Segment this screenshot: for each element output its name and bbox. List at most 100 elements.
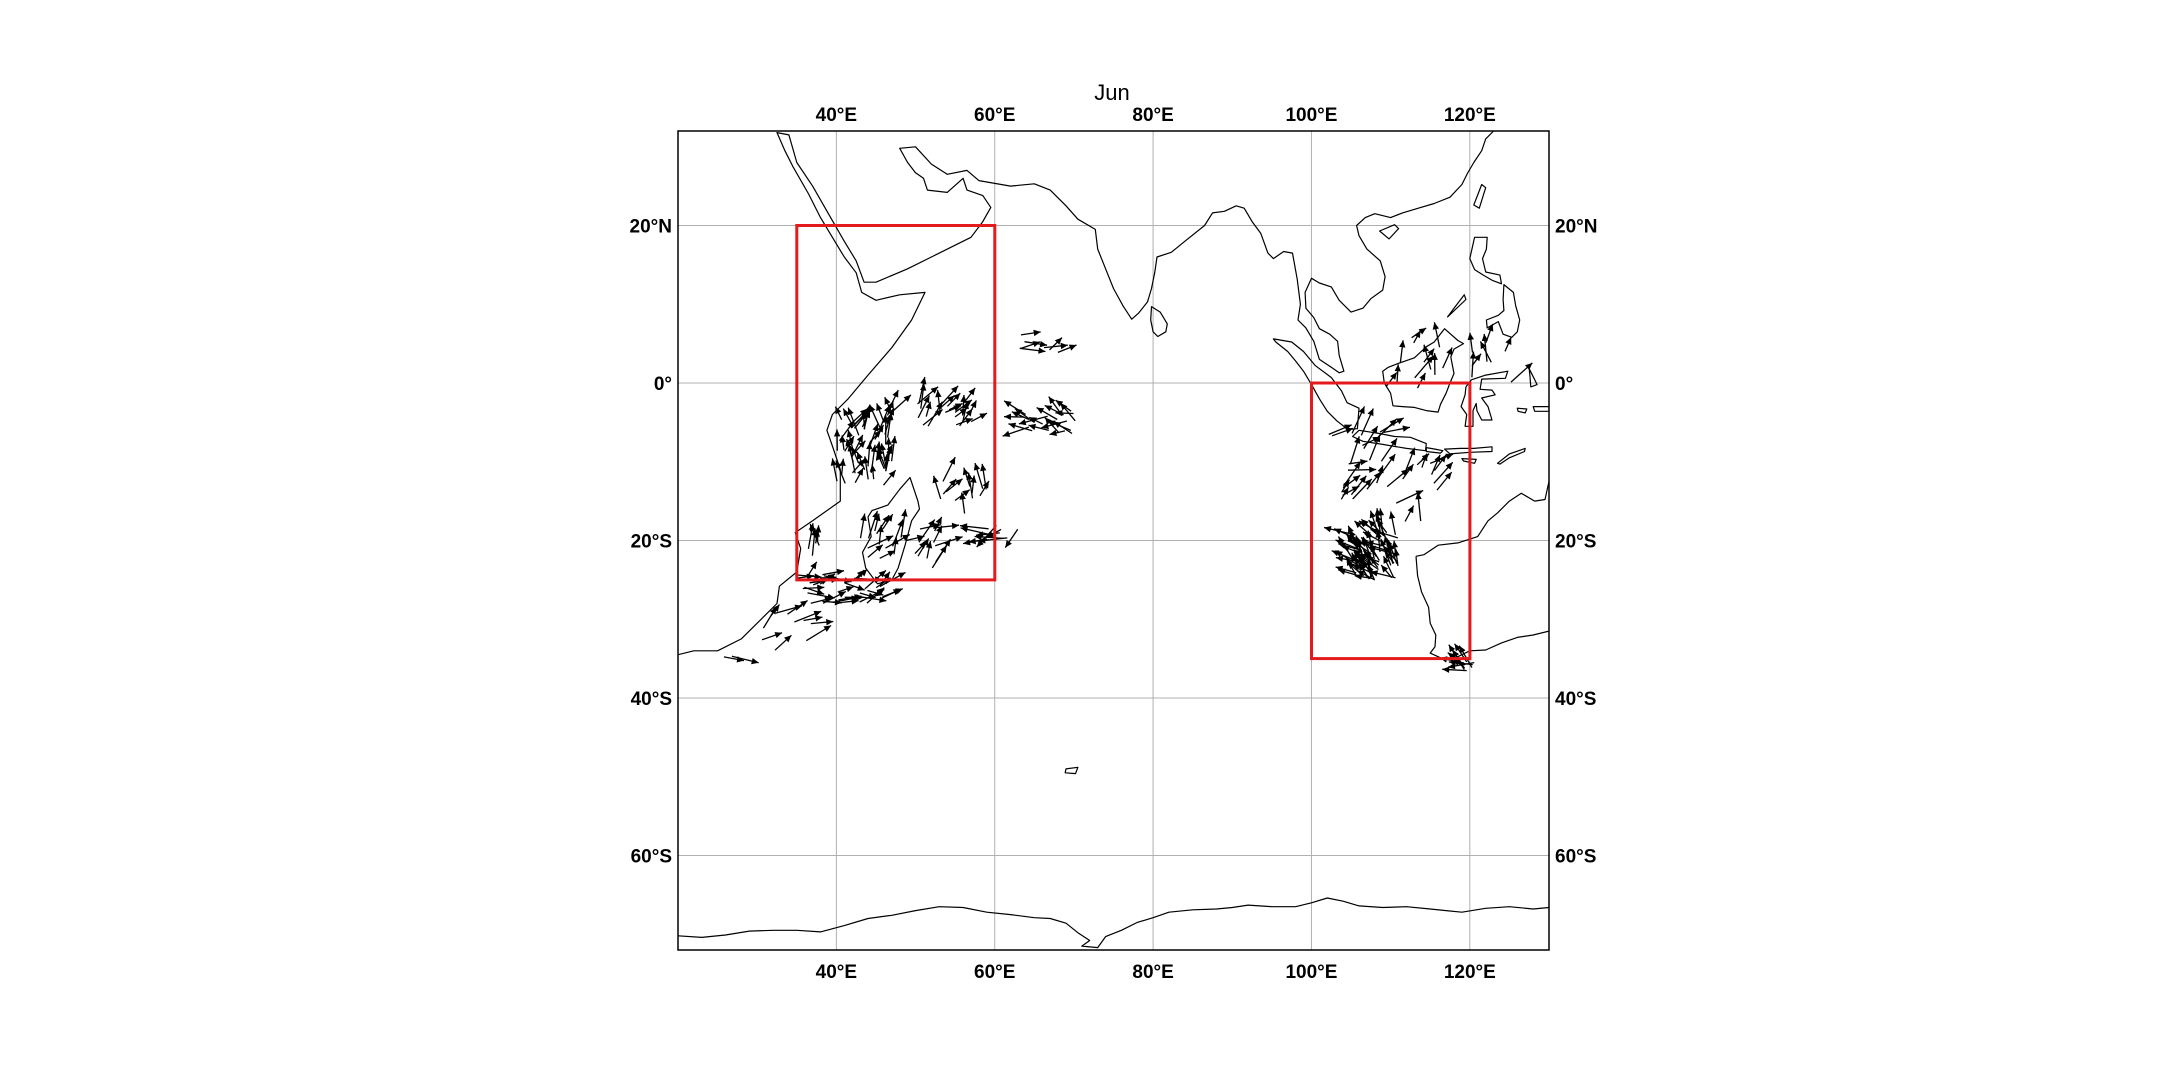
lon-tick-label-top: 100°E bbox=[1285, 105, 1337, 126]
wind-vector-arrow bbox=[839, 435, 847, 451]
wind-vector-arrow bbox=[837, 586, 854, 593]
lon-tick-label-bottom: 100°E bbox=[1285, 962, 1337, 983]
wind-vector-arrow bbox=[1431, 352, 1438, 375]
region-box-western-indian-ocean bbox=[795, 224, 997, 582]
wind-vectors bbox=[723, 322, 1533, 673]
wind-vector-arrow bbox=[1402, 463, 1414, 480]
wind-vector-arrow bbox=[803, 615, 823, 622]
wind-vector-arrow bbox=[973, 462, 984, 489]
wind-vector-arrow bbox=[861, 410, 871, 428]
wind-vector-arrow bbox=[822, 568, 845, 576]
wind-vector-arrow bbox=[851, 410, 869, 428]
wind-vector-arrow bbox=[1333, 528, 1357, 539]
wind-vector-arrow bbox=[810, 619, 834, 626]
wind-vector-arrow bbox=[805, 624, 832, 642]
wind-vector-arrow bbox=[1059, 402, 1076, 422]
wind-vector-arrow bbox=[970, 412, 988, 423]
wind-vector-arrow bbox=[966, 472, 974, 499]
wind-vector-arrow bbox=[1003, 400, 1026, 416]
wind-vector-arrow bbox=[1048, 396, 1061, 413]
wind-vector-arrow bbox=[922, 408, 944, 426]
wind-vector-arrow bbox=[1020, 329, 1041, 337]
wind-vector-arrow bbox=[1380, 564, 1393, 579]
wind-vector-arrow bbox=[939, 385, 959, 407]
wind-vector-arrow bbox=[854, 467, 864, 484]
wind-vector-arrow bbox=[1366, 540, 1384, 547]
wind-vector-arrow bbox=[1349, 436, 1361, 465]
wind-vector-arrow bbox=[867, 510, 879, 539]
wind-vector-arrow bbox=[942, 456, 956, 482]
wind-vector-arrow bbox=[869, 429, 882, 443]
wind-vector-arrow bbox=[900, 509, 908, 538]
wind-vector-arrow bbox=[870, 444, 878, 473]
wind-vector-arrow bbox=[1347, 466, 1377, 473]
wind-vector-arrow bbox=[787, 599, 808, 615]
lat-tick-label-right: 20°N bbox=[1555, 217, 1597, 238]
coast-sumbawa-flores bbox=[1443, 446, 1493, 455]
wind-vector-arrow bbox=[1342, 474, 1361, 489]
lat-tick-label-left: 20°N bbox=[630, 217, 672, 238]
wind-vector-arrow bbox=[1383, 425, 1411, 434]
wind-vector-arrow bbox=[867, 535, 894, 549]
lon-tick-label-top: 120°E bbox=[1444, 105, 1496, 126]
wind-vector-arrow bbox=[807, 523, 815, 550]
wind-vector-arrow bbox=[1359, 561, 1374, 573]
wind-vector-arrow bbox=[807, 592, 835, 600]
wind-vector-arrow bbox=[979, 480, 990, 497]
wind-vector-arrow bbox=[917, 386, 939, 405]
wind-vector-arrow bbox=[1411, 327, 1427, 339]
wind-vector-arrow bbox=[1399, 340, 1406, 363]
wind-vector-arrow bbox=[1352, 540, 1372, 555]
wind-vector-arrow bbox=[934, 516, 943, 532]
region-box-maritime-continent bbox=[1310, 381, 1472, 661]
map-frame bbox=[677, 130, 1550, 951]
wind-vector-arrow bbox=[842, 408, 852, 424]
wind-vector-arrow bbox=[859, 513, 867, 539]
wind-vector-arrow bbox=[879, 404, 891, 429]
coast-timor bbox=[1496, 447, 1526, 465]
wind-vector-arrow bbox=[774, 634, 792, 651]
wind-vector-arrow bbox=[879, 550, 896, 559]
wind-vector-arrow bbox=[891, 519, 904, 547]
wind-vector-arrow bbox=[866, 442, 873, 467]
wind-vector-arrow bbox=[1019, 347, 1046, 354]
coast-sumba bbox=[1461, 458, 1477, 464]
wind-vector-arrow bbox=[882, 469, 897, 486]
coast-philippines-b bbox=[1485, 284, 1521, 338]
wind-vector-arrow bbox=[1380, 438, 1398, 462]
wind-vector-arrow bbox=[1008, 422, 1033, 432]
wind-vector-arrow bbox=[794, 610, 822, 623]
map-title: Jun bbox=[1094, 80, 1129, 105]
wind-vector-arrow bbox=[932, 475, 942, 500]
wind-vector-arrow bbox=[1429, 453, 1454, 465]
coast-antarctica bbox=[678, 897, 1549, 949]
wind-vector-arrow bbox=[1380, 538, 1392, 566]
coast-buru bbox=[1516, 407, 1528, 414]
wind-vector-arrow bbox=[822, 599, 843, 606]
wind-vector-arrow bbox=[1342, 485, 1360, 496]
coast-seram bbox=[1532, 406, 1549, 412]
wind-vector-arrow bbox=[1003, 413, 1025, 420]
wind-vector-arrow bbox=[1436, 471, 1453, 491]
graticule bbox=[678, 131, 1549, 950]
wind-vector-arrow bbox=[877, 524, 884, 545]
wind-vector-arrow bbox=[1057, 344, 1077, 354]
wind-vector-arrow bbox=[1382, 555, 1394, 578]
wind-vector-arrow bbox=[854, 440, 866, 453]
wind-vector-arrow bbox=[844, 582, 865, 591]
wind-vector-arrow bbox=[1055, 409, 1074, 417]
wind-vector-arrow bbox=[731, 655, 759, 665]
wind-vector-arrow bbox=[862, 456, 869, 480]
coast-sulawesi bbox=[1460, 370, 1509, 427]
wind-vector-arrow bbox=[1002, 426, 1030, 437]
lat-tick-label-left: 0° bbox=[654, 374, 672, 395]
wind-vector-arrow bbox=[1362, 531, 1382, 542]
wind-vector-arrow bbox=[1044, 416, 1060, 434]
lat-tick-label-left: 20°S bbox=[631, 532, 672, 553]
wind-vector-arrow bbox=[811, 528, 818, 556]
wind-vector-arrow bbox=[1432, 322, 1441, 348]
lat-tick-label-right: 40°S bbox=[1555, 689, 1596, 710]
coast-borneo bbox=[1382, 328, 1465, 413]
wind-vector-arrow bbox=[1342, 461, 1362, 487]
wind-vector-arrow bbox=[925, 540, 933, 559]
